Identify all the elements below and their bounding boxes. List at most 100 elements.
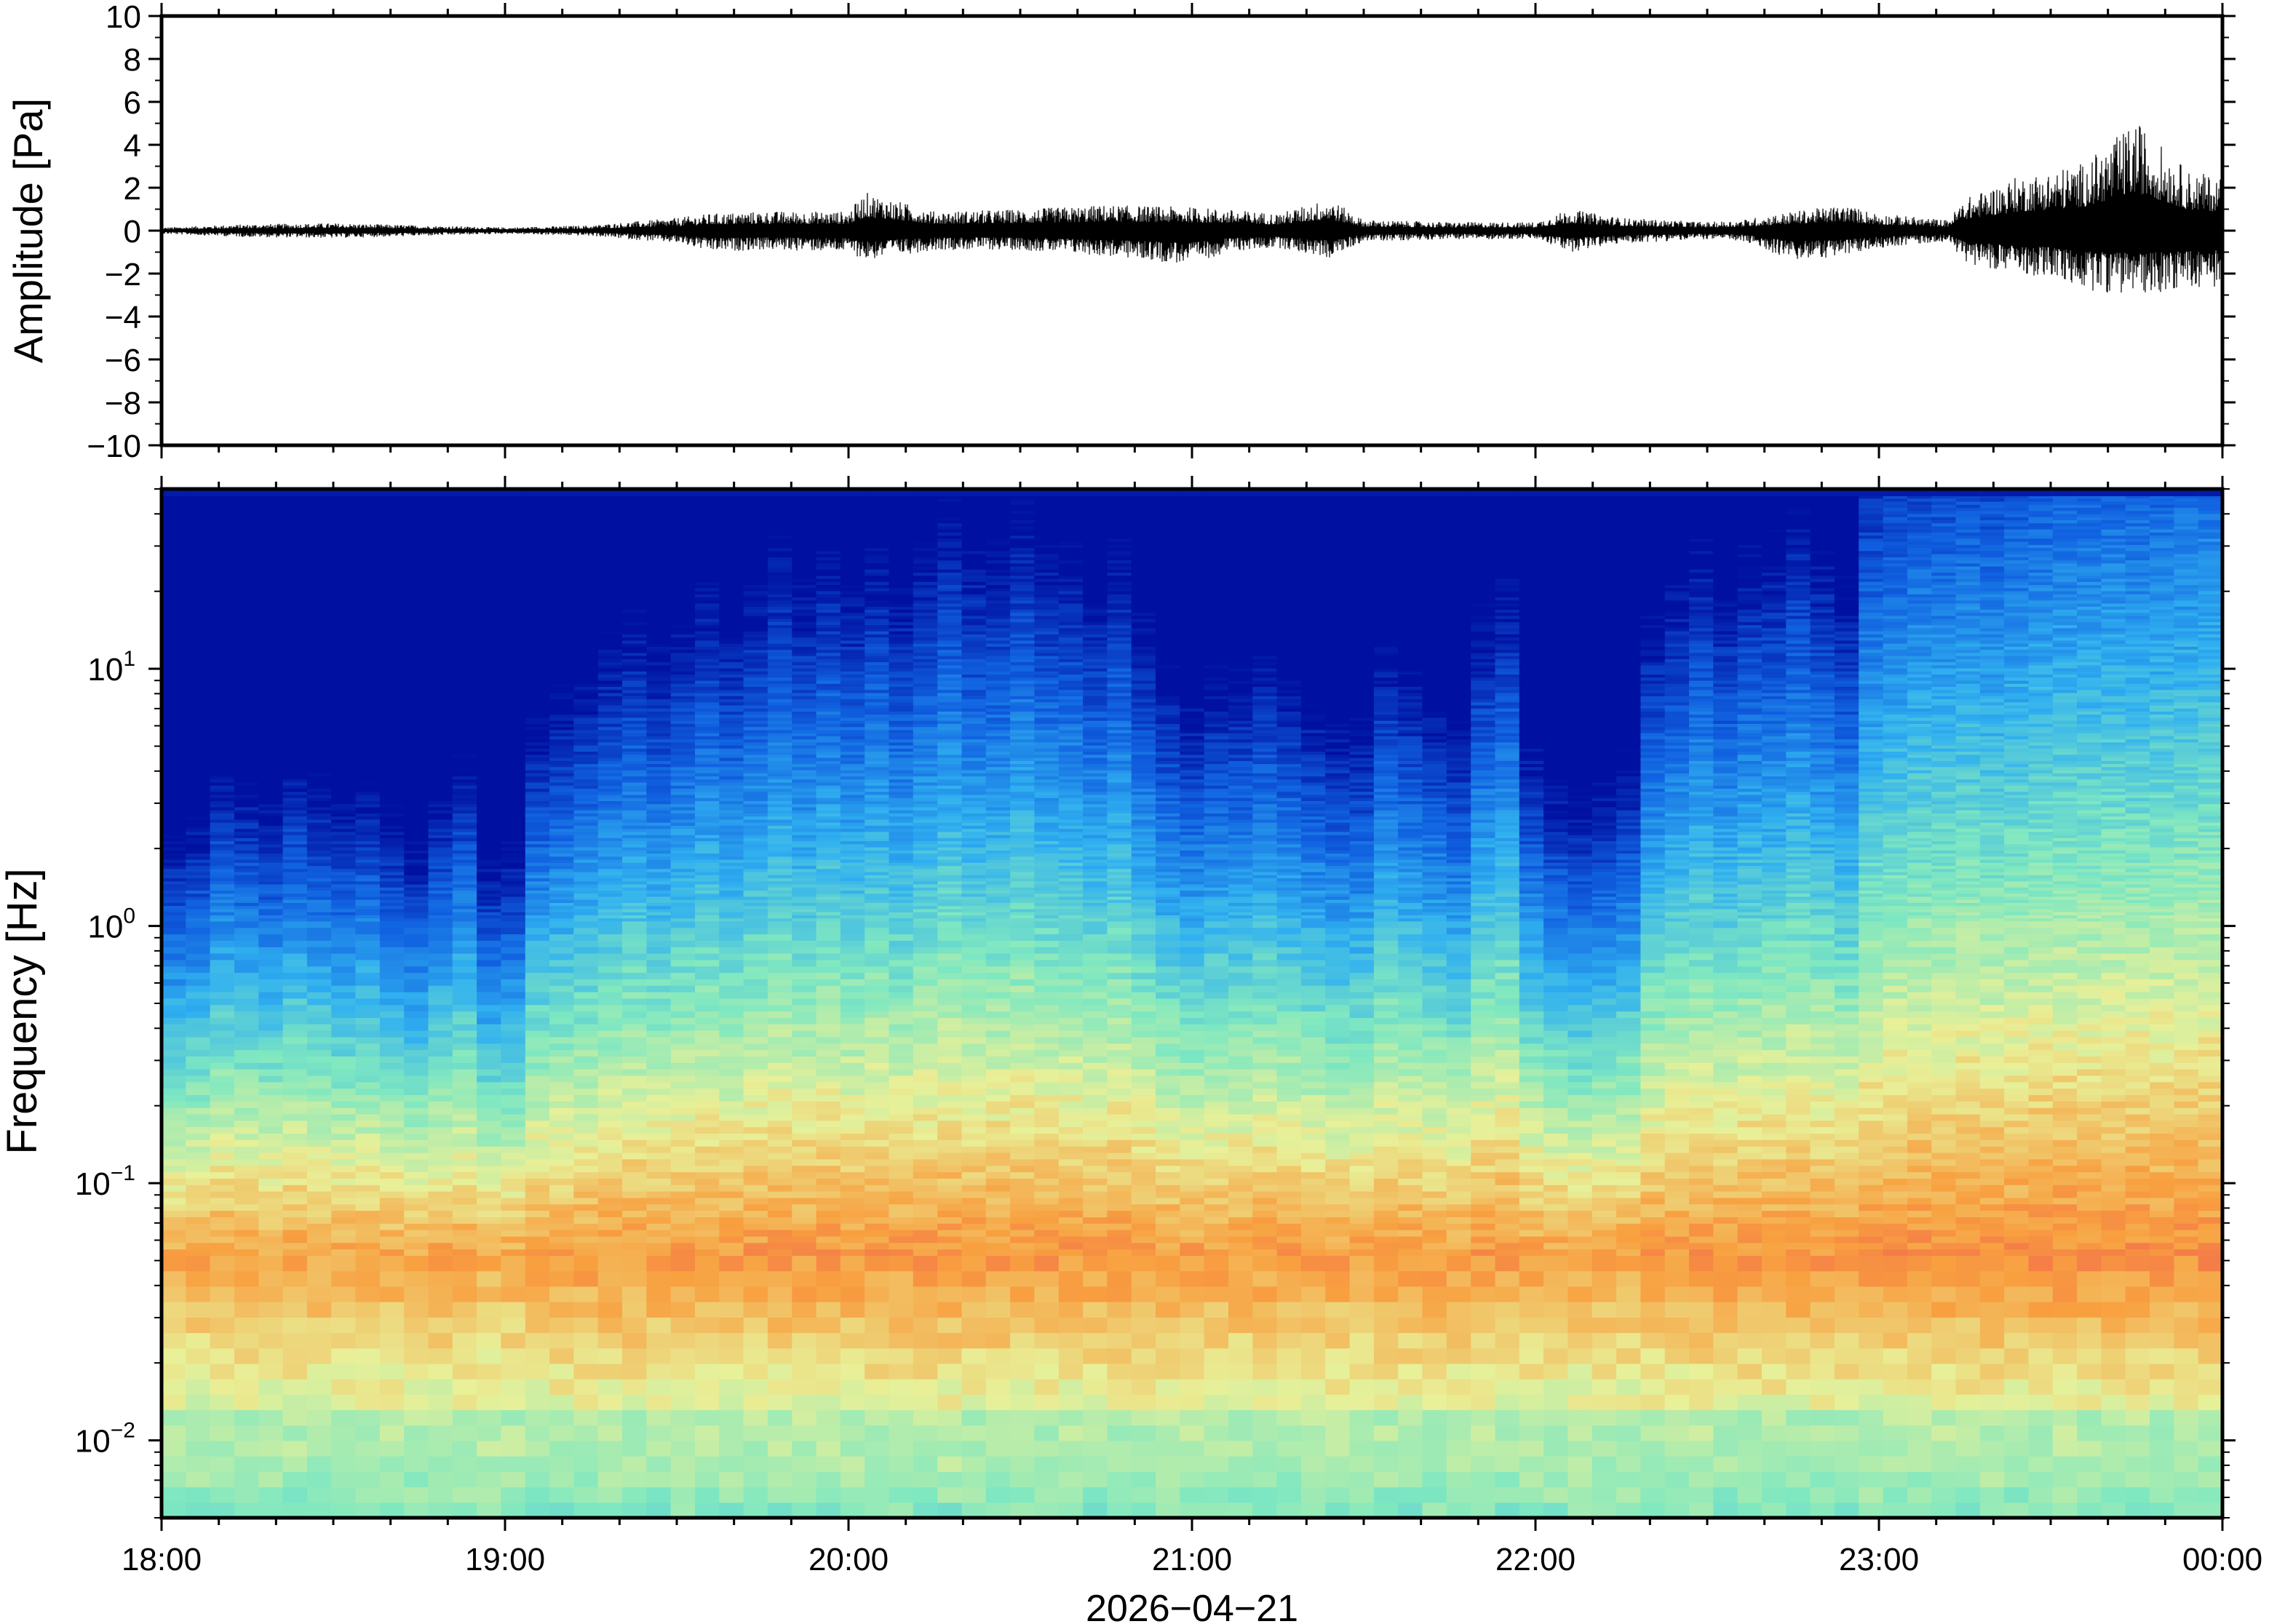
- spectrogram-cell: [622, 902, 647, 906]
- spectrogram-cell: [549, 872, 574, 875]
- spectrogram-cell: [695, 662, 720, 666]
- spectrogram-cell: [646, 668, 671, 672]
- spectrogram-cell: [162, 829, 186, 832]
- spectrogram-cell: [525, 508, 550, 512]
- spectrogram-cell: [622, 1333, 647, 1349]
- spectrogram-cell: [671, 748, 696, 752]
- spectrogram-cell: [549, 1302, 574, 1318]
- spectrogram-cell: [356, 869, 381, 872]
- spectrogram-cell: [549, 501, 574, 505]
- spectrogram-cell: [283, 850, 308, 853]
- spectrogram-cell: [210, 847, 235, 851]
- spectrogram-cell: [162, 736, 186, 739]
- spectrogram-cell: [453, 646, 477, 650]
- spectrogram-cell: [234, 782, 259, 786]
- spectrogram-cell: [549, 875, 574, 878]
- spectrogram-cell: [573, 662, 598, 666]
- spectrogram-cell: [162, 862, 186, 866]
- spectrogram-cell: [622, 795, 647, 798]
- spectrogram-cell: [380, 816, 405, 820]
- spectrogram-cell: [307, 918, 332, 922]
- spectrogram-cell: [695, 578, 720, 582]
- spectrogram-cell: [671, 520, 696, 523]
- spectrogram-cell: [573, 1487, 598, 1503]
- spectrogram-cell: [162, 1223, 186, 1230]
- spectrogram-cell: [525, 760, 550, 764]
- spectrogram-cell: [356, 915, 381, 918]
- spectrogram-cell: [646, 736, 671, 739]
- spectrogram-cell: [695, 1441, 720, 1457]
- spectrogram-cell: [695, 501, 720, 505]
- spectrogram-cell: [525, 511, 550, 514]
- spectrogram-cell: [429, 973, 453, 979]
- spectrogram-cell: [283, 764, 308, 768]
- spectrogram-cell: [477, 683, 501, 687]
- spectrogram-cell: [186, 792, 210, 795]
- spectrogram-cell: [573, 1217, 598, 1223]
- spectrogram-cell: [671, 1230, 696, 1236]
- spectrogram-cell: [695, 1410, 720, 1426]
- spectrogram-cell: [573, 1037, 598, 1043]
- spectrogram-cell: [671, 739, 696, 743]
- spectrogram-cell: [283, 998, 308, 1005]
- spectrogram-cell: [501, 947, 525, 953]
- spectrogram-cell: [380, 785, 405, 789]
- spectrogram-cell: [258, 1075, 283, 1082]
- spectrogram-cell: [671, 727, 696, 731]
- spectrogram-cell: [258, 940, 283, 947]
- spectrogram-cell: [646, 881, 671, 885]
- spectrogram-cell: [404, 912, 429, 915]
- spectrogram-cell: [210, 915, 235, 918]
- spectrogram-cell: [283, 1364, 308, 1380]
- spectrogram-cell: [356, 1114, 381, 1121]
- spectrogram-cell: [404, 650, 429, 653]
- spectrogram-cell: [210, 1379, 235, 1395]
- spectrogram-cell: [380, 1082, 405, 1088]
- spectrogram-cell: [162, 532, 186, 536]
- spectrogram-cell: [429, 1243, 453, 1249]
- spectrogram-cell: [258, 1211, 283, 1217]
- spectrogram-cell: [186, 1005, 210, 1011]
- spectrogram-cell: [622, 628, 647, 632]
- spectrogram-cell: [210, 656, 235, 659]
- spectrogram-cell: [501, 902, 525, 906]
- spectrogram-cell: [210, 755, 235, 758]
- spectrogram-cell: [162, 921, 186, 928]
- spectrogram-cell: [453, 631, 477, 634]
- spectrogram-cell: [695, 1024, 720, 1030]
- spectrogram-cell: [283, 504, 308, 508]
- spectrogram-cell: [283, 807, 308, 811]
- spectrogram-cell: [671, 813, 696, 816]
- spectrogram-cell: [234, 1286, 259, 1302]
- spectrogram-cell: [162, 637, 186, 641]
- spectrogram-cell: [380, 1134, 405, 1140]
- spectrogram-cell: [380, 947, 405, 953]
- spectrogram-cell: [210, 514, 235, 517]
- spectrogram-cell: [549, 609, 574, 613]
- spectrogram-cell: [477, 1069, 501, 1075]
- spectrogram-cell: [598, 600, 623, 604]
- spectrogram-cell: [283, 736, 308, 739]
- spectrogram-cell: [573, 526, 598, 530]
- spectrogram-cell: [307, 1425, 332, 1441]
- spectrogram-cell: [646, 822, 671, 826]
- spectrogram-cell: [404, 683, 429, 687]
- spectrogram-cell: [356, 896, 381, 900]
- spectrogram-cell: [162, 1236, 186, 1243]
- spectrogram-cell: [549, 594, 574, 597]
- spectrogram-cell: [258, 551, 283, 554]
- spectrogram-cell: [671, 1153, 696, 1159]
- spectrogram-cell: [258, 1107, 283, 1114]
- spectrogram-cell: [331, 606, 356, 610]
- spectrogram-cell: [453, 739, 477, 743]
- spectrogram-cell: [186, 702, 210, 706]
- spectrogram-cell: [695, 677, 720, 681]
- spectrogram-cell: [307, 760, 332, 764]
- spectrogram-cell: [258, 899, 283, 903]
- spectrogram-cell: [453, 742, 477, 746]
- spectrogram-cell: [695, 1456, 720, 1472]
- spectrogram-cell: [501, 621, 525, 625]
- spectrogram-cell: [525, 1191, 550, 1198]
- spectrogram-cell: [525, 947, 550, 953]
- spectrogram-cell: [162, 618, 186, 622]
